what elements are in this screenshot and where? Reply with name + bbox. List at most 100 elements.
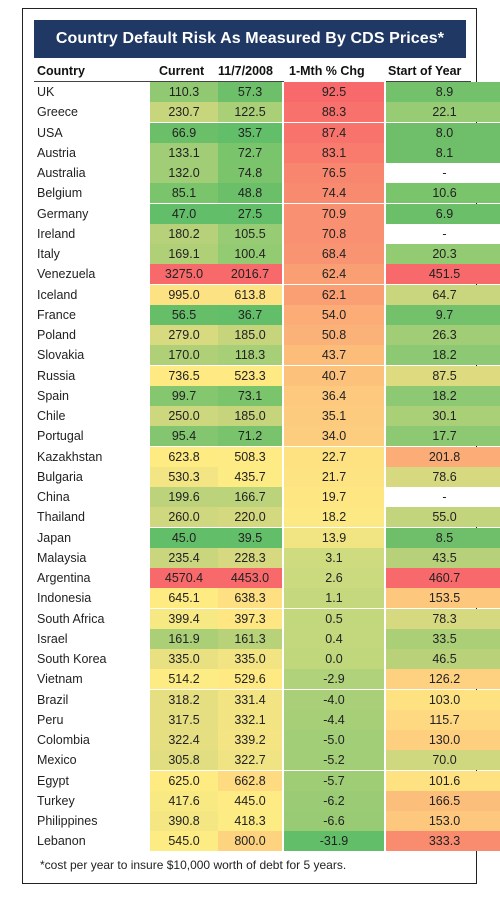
date-cell-bg [218, 142, 282, 163]
date-cell-bg [218, 750, 282, 771]
chg-cell-bg [284, 507, 384, 528]
start-cell-bg [386, 527, 500, 548]
date-cell-bg [218, 730, 282, 750]
start-value: 101.6 [428, 773, 461, 788]
chg-cell-bg [284, 385, 384, 406]
chg-value: 21.7 [321, 469, 347, 484]
current-cell-bg [150, 244, 218, 264]
table-row: Japan 45.0 39.5 13.9 8.5 [34, 527, 500, 548]
start-cell-bg [386, 203, 500, 224]
start-value: 130.0 [428, 733, 461, 747]
chg-cell-bg [284, 406, 384, 426]
table-row: Lebanon 545.0 800.0 -31.9 333.3 [34, 831, 500, 852]
table-row: Turkey 417.6 445.0 -6.2 166.5 [34, 790, 500, 811]
current-value: 110.3 [168, 85, 200, 99]
date-value: 118.3 [234, 348, 266, 363]
date-value: 418.3 [234, 814, 266, 828]
start-value: 18.2 [432, 388, 457, 403]
chg-cell-bg [284, 649, 384, 669]
current-value: 45.0 [171, 530, 197, 545]
table-row: Slovakia 170.0 118.3 43.7 18.2 [34, 345, 500, 366]
current-cell-bg [150, 385, 218, 406]
country-name: Philippines [37, 814, 98, 828]
chart-title: Country Default Risk As Measured By CDS … [34, 20, 466, 58]
table-row: Italy 169.1 100.4 68.4 20.3 [34, 244, 500, 264]
current-cell-bg [150, 588, 218, 609]
chg-cell-bg [284, 426, 384, 447]
date-cell-bg [218, 223, 282, 244]
current-value: 645.1 [168, 591, 200, 606]
start-cell-bg [386, 770, 500, 791]
country-name: Italy [37, 247, 60, 261]
current-cell-bg [150, 223, 218, 244]
start-value: 78.6 [432, 469, 457, 484]
chg-value: 2.6 [325, 571, 343, 585]
chg-value: -5.0 [323, 733, 345, 747]
table-row: Spain 99.7 73.1 36.4 18.2 [34, 385, 500, 406]
start-value: 9.7 [435, 307, 454, 322]
current-cell-bg [150, 649, 218, 669]
table-row: Mexico 305.8 322.7 -5.2 70.0 [34, 750, 500, 771]
start-value: 153.0 [428, 814, 461, 828]
chg-value: 1.1 [325, 591, 343, 606]
table-row: South Korea 335.0 335.0 0.0 46.5 [34, 649, 500, 669]
chg-value: 0.5 [325, 611, 343, 626]
chg-value: 3.1 [325, 550, 343, 565]
country-name: France [37, 307, 76, 322]
start-cell-bg [386, 588, 500, 609]
chg-cell-bg [284, 628, 384, 649]
chg-value: 0.4 [325, 631, 343, 646]
date-cell-bg [218, 102, 282, 123]
date-value: 57.3 [237, 85, 263, 99]
current-cell-bg [150, 325, 218, 345]
current-value: 132.0 [168, 166, 200, 180]
current-value: 736.5 [168, 368, 200, 383]
date-cell-bg [218, 244, 282, 264]
table-row: China 199.6 166.7 19.7 - [34, 487, 500, 507]
start-value: 201.8 [428, 449, 461, 464]
start-value: 64.7 [432, 287, 457, 302]
start-value: - [442, 166, 447, 180]
country-name: Vietnam [37, 672, 83, 687]
chg-cell-bg [284, 223, 384, 244]
chg-cell-bg [284, 446, 384, 467]
start-cell-bg [386, 831, 500, 852]
chg-cell-bg [284, 345, 384, 366]
date-value: 332.1 [234, 712, 266, 727]
current-cell-bg [150, 811, 218, 831]
date-value: 529.6 [234, 672, 266, 687]
date-cell-bg [218, 365, 282, 386]
header-start: Start of Year [388, 64, 462, 78]
chg-value: 62.1 [321, 287, 347, 302]
start-value: 8.5 [435, 530, 454, 545]
header-country: Country [37, 64, 85, 78]
chg-cell-bg [284, 527, 384, 548]
chg-value: 50.8 [321, 328, 347, 342]
table-row: USA 66.9 35.7 87.4 8.0 [34, 122, 500, 143]
table-row: Iceland 995.0 613.8 62.1 64.7 [34, 284, 500, 305]
chg-value: 18.2 [321, 510, 347, 525]
table-row: Colombia 322.4 339.2 -5.0 130.0 [34, 730, 500, 750]
start-value: 33.5 [432, 631, 457, 646]
start-value: 166.5 [428, 793, 461, 808]
date-value: 105.5 [234, 226, 266, 241]
date-value: 397.3 [234, 611, 266, 626]
start-cell-bg [386, 406, 500, 426]
country-name: UK [37, 85, 55, 99]
current-value: 169.1 [168, 247, 200, 261]
date-cell-bg [218, 183, 282, 204]
chg-value: 35.1 [321, 409, 347, 423]
start-value: 153.5 [428, 591, 461, 606]
chg-value: -6.2 [323, 793, 345, 808]
header-chg: 1-Mth % Chg [289, 64, 365, 78]
date-value: 435.7 [234, 469, 266, 484]
table-row: France 56.5 36.7 54.0 9.7 [34, 304, 500, 325]
date-cell-bg [218, 385, 282, 406]
date-value: 185.0 [234, 409, 266, 423]
current-value: 170.0 [168, 348, 200, 363]
current-cell-bg [150, 730, 218, 750]
date-value: 185.0 [234, 328, 266, 342]
current-cell-bg [150, 568, 218, 588]
table-row: Bulgaria 530.3 435.7 21.7 78.6 [34, 466, 500, 487]
date-cell-bg [218, 709, 282, 730]
